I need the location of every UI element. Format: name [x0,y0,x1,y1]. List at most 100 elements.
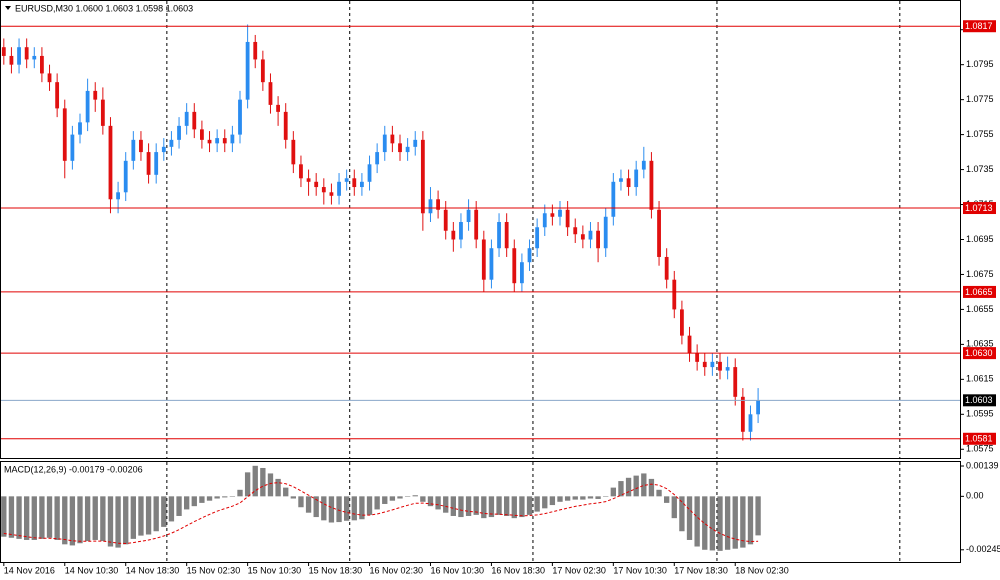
candle-body [512,248,517,284]
candle-body [47,73,52,83]
candle-body [459,222,463,240]
candle-body [542,213,547,228]
macd-bar [107,496,114,547]
candle-body [329,192,334,196]
macd-bar [260,467,266,497]
y-tick-label: 1.0655 [966,304,994,314]
candle-body [215,138,220,144]
candle-body [680,309,684,336]
macd-bar [298,496,304,508]
macd-bar [39,496,45,539]
candle-body [596,230,600,249]
macd-bar [664,496,670,503]
candle-body [474,209,479,240]
candle-body [443,209,448,231]
macd-bar [366,496,373,515]
macd-bar [572,496,578,500]
candle-body [230,134,235,144]
x-tick-label: 17 Nov 10:30 [613,565,667,575]
macd-bar [31,496,37,540]
macd-bar [427,496,434,507]
macd-bar [450,496,456,516]
macd-panel [0,461,961,563]
x-tick-label: 15 Nov 02:30 [187,565,241,575]
macd-bar [252,465,258,497]
candle-body [398,143,402,153]
x-tick-label: 18 Nov 02:30 [735,565,789,575]
candle-body [337,181,341,196]
candle-body [588,230,593,240]
candle-body [481,239,486,280]
candle-body [573,227,578,235]
macd-bar [214,496,220,499]
candle-body [253,41,258,60]
chart-header: EURUSD,M30 1.0600 1.0603 1.0598 1.0603 [15,3,193,13]
y-tick-label: 0.00139 [966,460,999,470]
signal-line [3,482,759,545]
macd-bar [290,496,296,499]
candle-body [413,139,418,147]
macd-bar [557,496,563,502]
candle-body [626,178,631,188]
macd-bar [435,496,441,510]
macd-bar [625,477,632,497]
candle-body [603,216,608,249]
level-label: 1.0817 [965,21,993,31]
x-tick-label: 14 Nov 10:30 [65,565,119,575]
candle-body [649,160,654,210]
candle-body [695,353,700,362]
macd-bar [618,481,624,497]
macd-bar [382,496,388,504]
macd-bar [275,478,281,497]
level-label: 1.0713 [965,203,993,213]
y-tick-label: 1.0635 [966,339,994,349]
macd-bar [313,496,319,518]
candle-body [70,134,75,161]
macd-bar [153,496,159,532]
macd-bar [69,496,76,546]
menu-arrow [5,6,11,10]
candle-body [756,400,760,415]
macd-bar [176,496,182,516]
macd-bar [709,496,716,551]
candle-body [428,199,433,214]
candle-body [260,59,265,83]
macd-bar [443,496,449,513]
macd-bar [283,487,289,497]
macd-bar [755,496,761,536]
candle-body [489,248,494,280]
macd-bar [8,496,15,538]
y-tick-label: 1.0595 [966,409,994,419]
macd-bar [603,496,609,497]
macd-bar [145,496,152,535]
macd-bar [397,496,403,499]
candle-body [733,367,738,397]
macd-bar [359,496,365,520]
level-label-box [963,347,996,360]
candle-body [222,138,227,144]
candle-body [641,160,646,170]
x-tick-label: 16 Nov 10:30 [430,565,484,575]
candle-body [535,227,540,249]
macd-bar [328,496,335,523]
candle-body [527,248,532,263]
candle-body [268,82,273,105]
macd-bar [564,496,571,501]
candle-body [139,139,143,153]
candle-body [55,82,60,109]
macd-bar [389,496,396,501]
candle-body [24,47,29,60]
y-tick-label: 1.0795 [966,59,994,69]
candle-body [619,178,623,182]
macd-bar [404,496,411,497]
macd-bar [488,496,495,518]
y-tick-label: 1.0735 [966,164,994,174]
macd-bar [740,496,746,548]
candle-body [40,55,44,74]
macd-bar [305,496,312,513]
candle-body [169,139,174,147]
macd-bar [92,496,98,540]
candle-body [245,41,250,100]
candle-body [192,111,197,130]
